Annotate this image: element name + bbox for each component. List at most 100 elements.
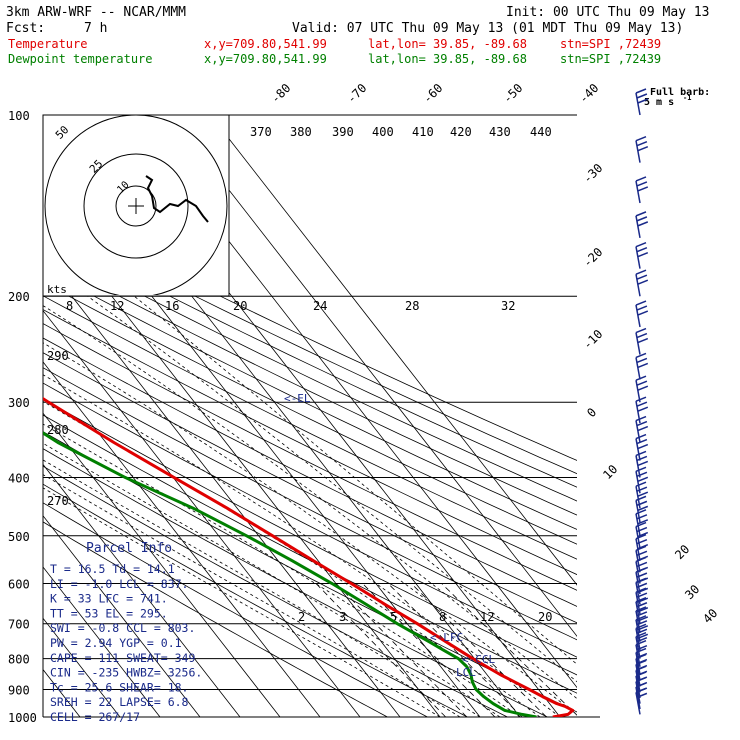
wind-barb-staff [635,357,641,380]
wind-barb-flag [637,425,649,432]
wind-barb-flag [637,251,649,258]
wind-barb-staff [635,92,641,116]
wind-barb-flag [637,221,649,227]
moist-adiabat-line [43,487,441,717]
legend-dewpoint-latlon: lat,lon= 39.85, -89.68 [368,52,527,66]
wind-barb-flag [636,500,648,507]
wind-barb-staff [635,675,641,699]
mixing-ratio-line [410,583,547,717]
profiles [43,396,575,717]
wind-barb-flag [636,471,648,477]
wind-barb-flag [637,279,649,285]
wind-barb-flag [637,460,649,467]
wind-barb-flag [636,420,648,427]
mixing-ratio-line [387,583,523,717]
wind-barb-staff [635,538,641,561]
wind-barb-flag [635,269,647,275]
pressure-tick-label: 800 [8,653,30,667]
wind-barb-flag [637,98,649,104]
wind-barb-flag [635,396,647,402]
wind-barb-flag [636,181,648,187]
legend-temperature-xy: x,y=709.80,541.99 [204,37,327,51]
dry-adiabat-line [43,502,428,717]
wind-barb-staff [635,644,641,667]
wind-barb-flag [635,211,647,217]
dry-adiabat-line [43,255,577,516]
wind-barb-staff [635,619,641,642]
wind-barb-flag [637,443,649,450]
theta-label: 390 [332,125,354,139]
wind-barb-staff [635,692,641,715]
parcel-info-row: SREH = 22 LAPSE= 6.8 [50,695,189,709]
isotherm-line [43,515,201,717]
dry-adiabat-line [43,281,577,545]
wind-barb-flag [636,93,648,99]
wind-barb-staff [635,582,641,605]
wind-barb-staff [635,601,641,624]
isotherm-label-right: 10 [600,462,620,482]
isotherm-label-right: -20 [580,245,605,270]
wind-barb-staff [635,550,641,573]
wind-barb-flag [637,362,649,369]
pressure-tick-label: 300 [8,396,30,410]
wind-barb-staff [635,401,641,424]
isotherm-line [43,309,361,717]
wind-barb-flag [635,415,647,422]
wind-barb-staff [635,670,641,693]
dry-adiabat-line [43,367,577,641]
wind-barb-flag [637,491,649,497]
wind-barb-staff [635,274,641,297]
wind-barb-flag [637,310,649,316]
parcel-info-row: PW = 2.94 YGP = 0.1 [50,636,182,650]
theta-label: 380 [290,125,312,139]
mixing-ratio-label: 16 [165,299,179,313]
wind-barb-flag [636,401,648,407]
wind-barb-flag [636,455,648,462]
pressure-tick-label: 500 [8,530,30,544]
wind-barb-staff [635,332,641,355]
dry-adiabat-line [43,398,577,676]
mixing-ratio-line [335,583,468,717]
moist-adiabat-line [43,423,521,717]
theta-label: 430 [489,125,511,139]
parcel-info-row: Tc = 25.6 SHEAR= 18. [50,680,188,694]
hodograph-ring-10 [115,185,157,227]
wind-barb-staff [635,215,641,239]
mixing-ratio-label: 24 [313,299,327,313]
wind-barb-flag [637,476,649,482]
moist-adiabat-line [43,305,577,700]
isotherm-label-right: -10 [580,327,605,352]
wind-barb-flag [635,327,647,334]
model-title: 3km ARW-WRF -- NCAR/MMM [6,5,186,20]
theta-label: 420 [450,125,472,139]
hodograph-ring-50 [44,115,228,295]
wind-barb-staff [635,180,641,204]
wind-barb-staff [635,500,641,523]
fcst-value: 7 h [84,21,107,36]
legend-dewpoint-stn: stn=SPI ,72439 [560,52,661,66]
wind-barb-staff [635,561,641,584]
ccl-marker: <-CCL [462,653,495,666]
wind-barb-flag [635,176,647,182]
wind-barb-staff [635,304,641,328]
wind-barb-staff [635,513,641,536]
wind-barb-flag [635,352,647,359]
wind-barb-staff [635,526,641,549]
parcel-info-row: K = 33 LFC = 741. [50,592,168,606]
wind-barb-flag [635,433,647,440]
mixing-ratio-label: 20 [233,299,247,313]
parcel-info-row: CELL = 267/17 [50,710,140,724]
isotherm-label-top: -50 [500,81,525,106]
dry-adiabat-line [43,230,577,488]
barb-legend-units-exp: -1 [683,94,691,102]
parcel-info-row: CAPE = 111 SWEAT= 349 [50,651,195,665]
mixing-ratio-label: 32 [501,299,515,313]
wind-barb-flag [636,332,648,339]
wind-barb-flag [636,140,648,147]
dry-adiabat-line [43,382,577,658]
dry-adiabat-line [43,295,577,560]
wind-barb-flag [635,481,647,487]
wind-barb-flag [635,241,647,248]
legend-dewpoint-name: Dewpoint temperature [8,52,153,66]
wind-barb-flag [635,450,647,457]
